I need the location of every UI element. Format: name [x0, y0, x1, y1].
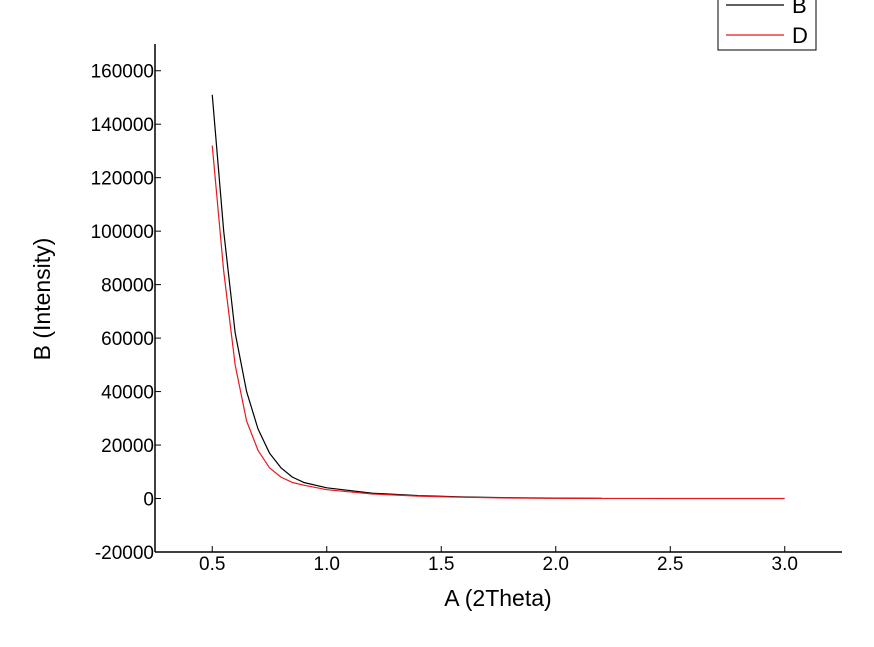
legend-label-b: B [792, 0, 807, 18]
y-tick-label: 60000 [101, 329, 154, 350]
y-tick-label: 140000 [91, 115, 154, 136]
legend-box [717, 0, 817, 51]
y-tick-label: 40000 [101, 383, 154, 404]
x-tick-label: 1.0 [314, 554, 340, 575]
y-tick-label: 120000 [91, 169, 154, 190]
x-axis-title: A (2Theta) [444, 585, 551, 611]
y-tick-label: -20000 [95, 543, 154, 564]
y-axis-title: B (Intensity) [29, 238, 55, 361]
y-tick-label: 160000 [91, 62, 154, 83]
x-tick-label: 1.5 [428, 554, 454, 575]
y-tick-label: 20000 [101, 436, 154, 457]
legend-label-d: D [792, 23, 808, 48]
x-tick-label: 2.0 [543, 554, 569, 575]
y-tick-label: 100000 [91, 222, 154, 243]
x-tick-label: 3.0 [772, 554, 798, 575]
y-tick-label: 80000 [101, 276, 154, 297]
series-lines [211, 94, 785, 500]
x-tick-label: 2.5 [657, 554, 683, 575]
x-tick-label: 0.5 [199, 554, 225, 575]
y-tick-label: 0 [143, 490, 154, 511]
legend: BD [717, 0, 817, 51]
ticks: 0.5 1.0 1.5 2.0 2.5 3.0 -20000 0 20000 40000 60000… [91, 62, 798, 575]
series-line-b [211, 94, 602, 499]
axes [154, 44, 842, 553]
series-line-d [211, 145, 785, 500]
